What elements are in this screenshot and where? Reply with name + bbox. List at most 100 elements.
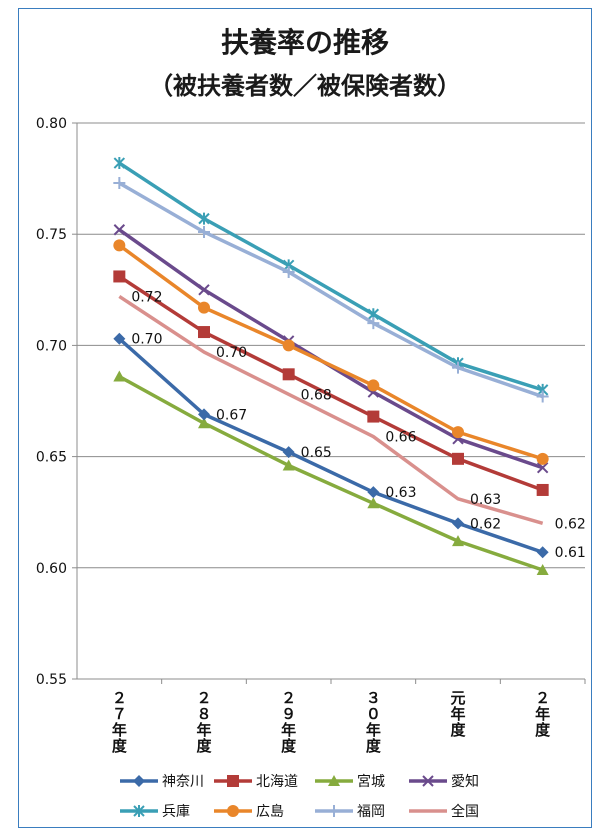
x-tick-char: 年: [281, 721, 296, 739]
x-tick-char: ２: [196, 689, 211, 707]
legend-label: 福岡: [357, 804, 385, 820]
y-tick-label: 0.75: [36, 227, 67, 243]
series-兵庫: [113, 157, 549, 396]
legend-marker: [133, 805, 145, 817]
legend-item-兵庫: 兵庫: [120, 803, 190, 820]
series-line: [118, 274, 544, 492]
legend-item-北海道: 北海道: [214, 774, 298, 790]
x-tick-char: 年: [366, 721, 381, 739]
data-point: [536, 483, 549, 496]
data-label: 0.61: [555, 545, 586, 561]
legend-item-全国: 全国: [409, 803, 479, 820]
data-point: [282, 459, 295, 471]
series-line: [118, 228, 544, 470]
x-tick-char: ３: [366, 689, 381, 707]
x-tick-char: 年: [112, 721, 127, 739]
x-tick-char: 度: [450, 721, 466, 739]
x-tick-char: ２: [112, 689, 127, 707]
data-point: [198, 326, 210, 339]
y-tick-label: 0.80: [36, 116, 67, 132]
legend-label: 広島: [256, 804, 284, 820]
legend-marker: [328, 775, 340, 786]
data-label: 0.66: [385, 430, 416, 446]
legend-label: 兵庫: [162, 803, 190, 820]
data-point: [198, 212, 210, 225]
data-label: 0.62: [555, 516, 586, 532]
legend-label: 宮城: [357, 774, 385, 790]
legend-marker: [133, 775, 145, 787]
series-line: [118, 295, 544, 526]
series-line: [118, 375, 544, 572]
series-line: [118, 337, 544, 554]
data-point: [113, 157, 126, 170]
series-北海道: [113, 270, 549, 496]
x-tick-char: 度: [196, 737, 212, 755]
y-tick-label: 0.65: [36, 450, 67, 466]
data-point: [198, 284, 210, 296]
data-point: [367, 497, 380, 509]
y-tick-label: 0.55: [36, 672, 67, 688]
legend-marker: [227, 775, 239, 787]
legend-label: 北海道: [256, 774, 298, 790]
x-tick-char: ０: [366, 705, 381, 723]
data-label: 0.63: [470, 492, 501, 508]
legend-label: 全国: [451, 803, 479, 820]
legend-item-福岡: 福岡: [315, 804, 385, 820]
data-point: [282, 339, 295, 352]
data-point: [113, 224, 126, 236]
series-神奈川: [113, 332, 549, 559]
x-tick-char: ７: [112, 705, 127, 723]
x-tick-char: 年: [535, 705, 550, 723]
series-福岡: [113, 177, 549, 403]
legend-item-神奈川: 神奈川: [120, 774, 204, 790]
legend-label: 愛知: [451, 773, 479, 790]
x-tick-char: 年: [450, 705, 465, 723]
data-label: 0.67: [216, 407, 247, 423]
data-point: [282, 266, 295, 279]
data-point: [367, 379, 380, 392]
x-tick-char: ２: [535, 689, 550, 707]
data-label: 0.68: [301, 387, 332, 403]
data-point: [113, 177, 126, 190]
data-point: [113, 370, 126, 382]
legend-marker: [328, 805, 340, 817]
data-label: 0.62: [470, 516, 501, 532]
y-axis: 0.55 0.60 0.65 0.70 0.75 0.80: [36, 116, 78, 688]
data-point: [452, 517, 464, 530]
data-label: 0.70: [216, 345, 247, 361]
data-point: [198, 225, 210, 238]
data-point: [367, 317, 380, 330]
x-tick-char: 年: [196, 721, 211, 739]
plot-area: [113, 157, 549, 576]
x-tick-char: ８: [196, 705, 211, 723]
x-tick-char: 度: [535, 721, 551, 739]
series-広島: [113, 239, 549, 465]
data-point: [113, 239, 126, 252]
legend-label: 神奈川: [162, 774, 204, 790]
data-labels: 0.70 0.67 0.65 0.63 0.62 0.61 0.72 0.70 0.68 0.66…: [131, 289, 586, 561]
series-宮城: [113, 370, 549, 576]
data-point: [113, 270, 126, 283]
data-label: 0.70: [131, 332, 162, 348]
series-line: [118, 161, 544, 392]
data-point: [282, 446, 295, 459]
data-point: [198, 408, 210, 421]
chart-frame: [18, 8, 592, 828]
legend-item-愛知: 愛知: [409, 773, 479, 790]
legend-marker: [422, 775, 434, 787]
chart-subtitle: （被扶養者数／被保険者数）: [149, 72, 461, 100]
legend-item-宮城: 宮城: [315, 774, 385, 790]
x-tick-char: ２: [281, 689, 296, 707]
data-point: [452, 426, 464, 439]
data-point: [367, 410, 380, 423]
series-line: [118, 181, 544, 399]
x-tick-char: 度: [112, 737, 128, 755]
y-tick-label: 0.60: [36, 561, 67, 577]
data-point: [536, 390, 549, 403]
x-tick-char: 度: [281, 737, 297, 755]
